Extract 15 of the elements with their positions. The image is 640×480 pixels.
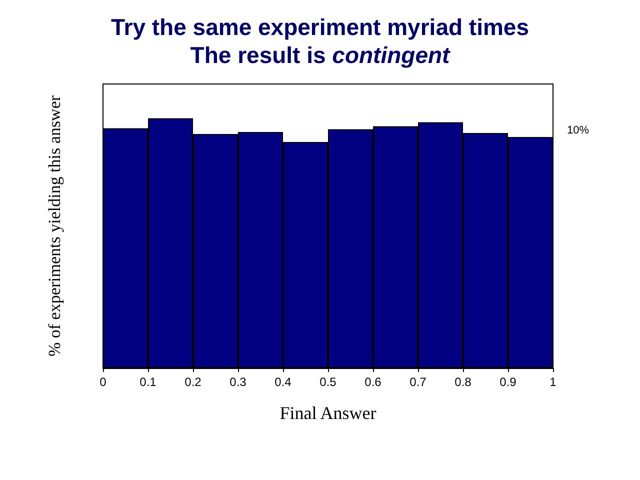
x-tick-label: 0.7 (410, 375, 427, 389)
chart-title: Try the same experiment myriad times The result is contingent (110, 14, 530, 68)
x-tick-label: 0 (100, 375, 107, 389)
x-tick-label: 0.4 (274, 375, 292, 389)
x-tick-label: 0.5 (320, 375, 337, 389)
x-tick-label: 1 (550, 375, 557, 389)
text: 10% (566, 124, 590, 136)
y-axis-title: % of experiments yielding this answer (45, 95, 64, 357)
x-tick-label: 0.3 (230, 375, 247, 389)
x-tick-label: 0.8 (454, 375, 472, 389)
x-axis-title: Final Answer (280, 403, 376, 423)
x-tick-label: 0.6 (364, 375, 382, 389)
x-tick-label: 0.9 (500, 375, 517, 389)
x-tick-label: 0.1 (140, 375, 157, 389)
x-tick-label: 0.2 (184, 375, 202, 389)
